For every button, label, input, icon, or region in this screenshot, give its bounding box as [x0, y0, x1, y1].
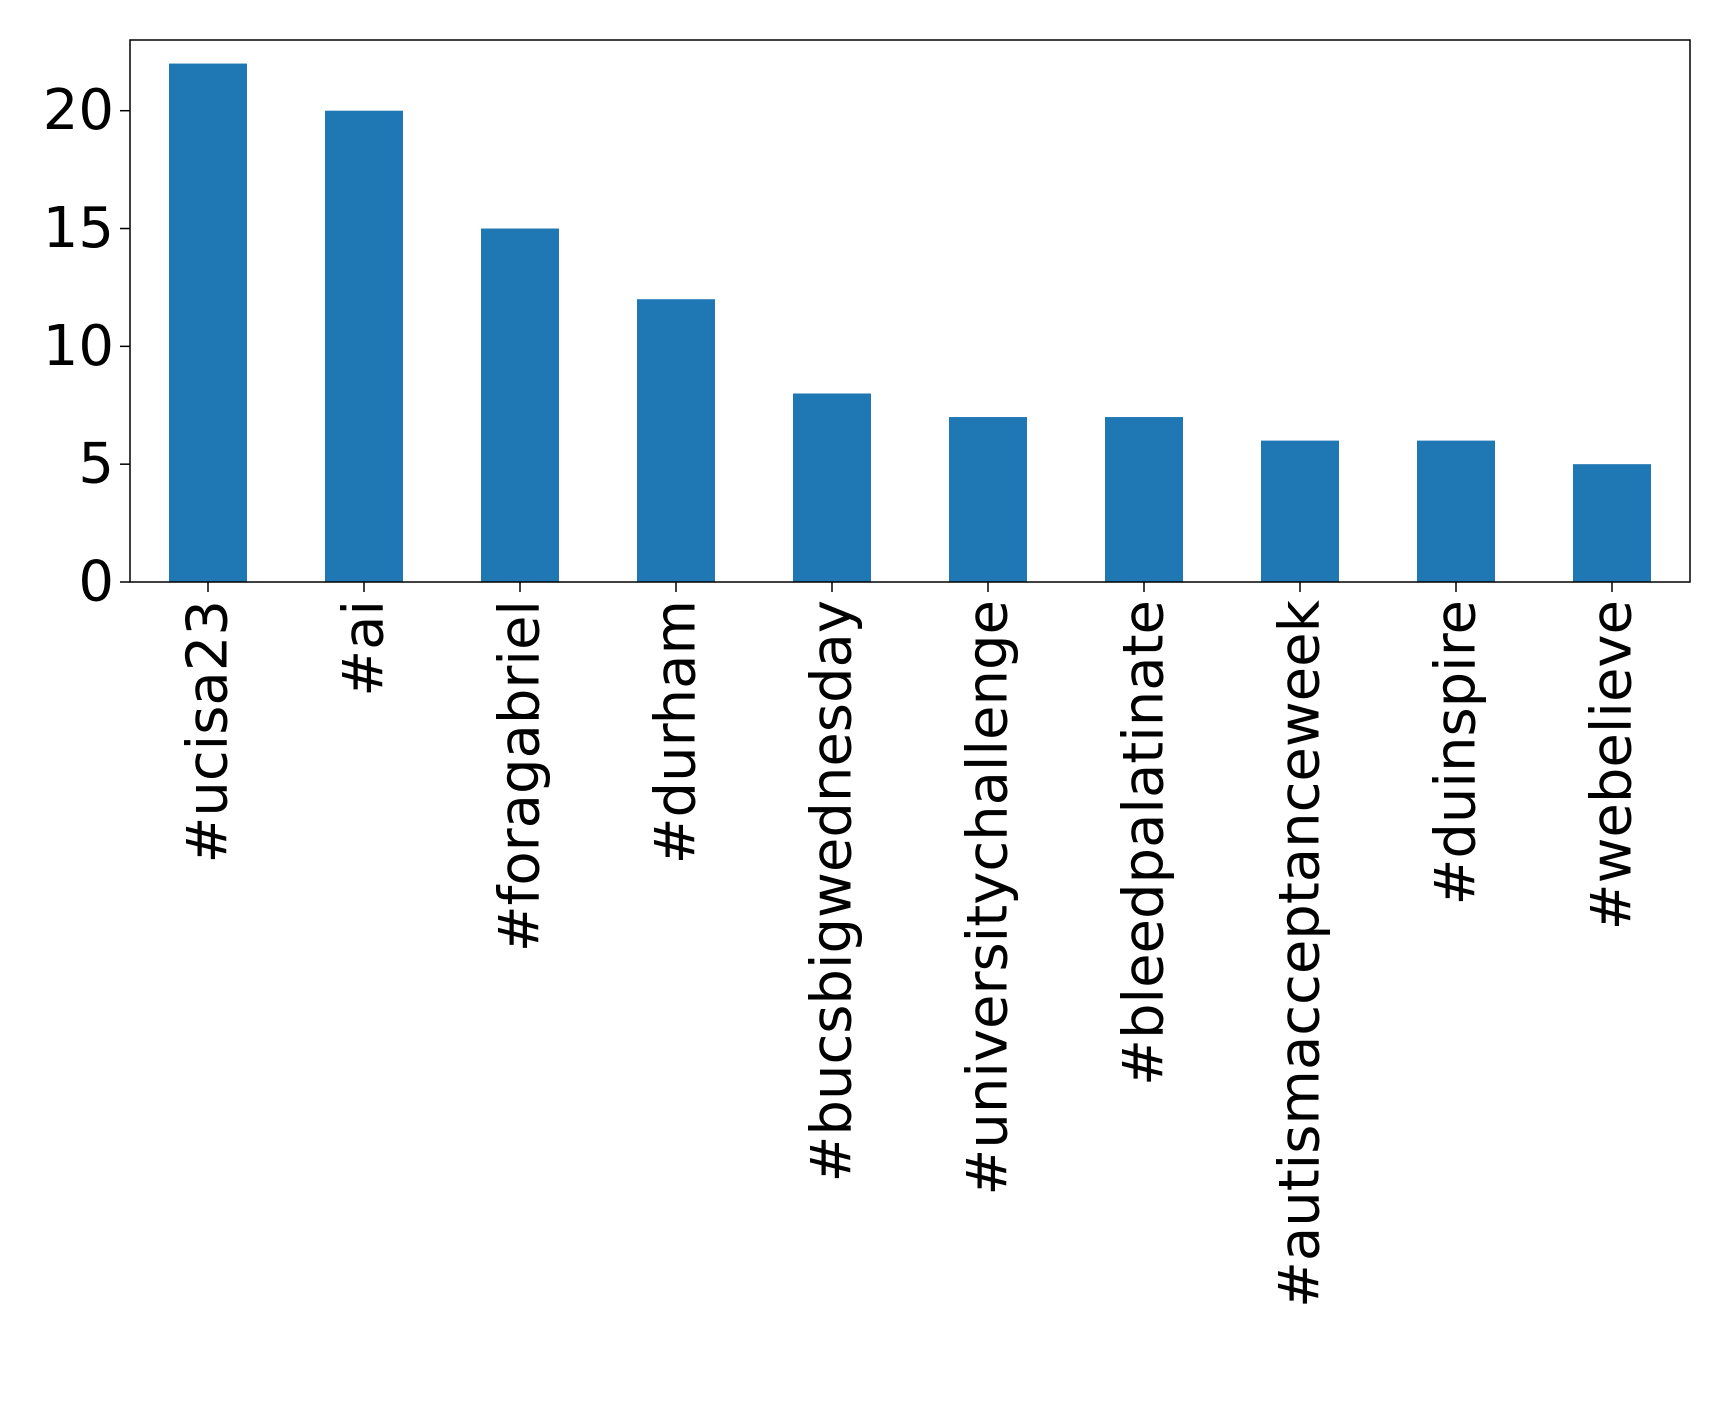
y-tick-label: 5: [78, 432, 114, 497]
y-tick-label: 0: [78, 550, 114, 615]
x-tick-label-durham: #durham: [644, 600, 709, 864]
x-tick-label-webelieve: #webelieve: [1580, 600, 1645, 930]
bar-bleedpalatinate: [1105, 417, 1183, 582]
bar-universitychallenge: [949, 417, 1027, 582]
x-tick-label-bucsbigwednesday: #bucsbigwednesday: [800, 600, 865, 1183]
bar-autismacceptanceweek: [1261, 440, 1339, 582]
x-tick-label-foragabriel: #foragabriel: [488, 600, 553, 952]
bar-bucsbigwednesday: [793, 393, 871, 582]
bar-ai: [325, 110, 403, 583]
bar-foragabriel: [481, 228, 559, 583]
y-tick-label: 10: [43, 314, 114, 379]
bar-ucisa23: [169, 63, 247, 583]
y-axis: 0 5 10 15 20: [43, 78, 130, 615]
axes-frame: [129, 39, 1691, 583]
bar-group: [169, 63, 1651, 583]
x-tick-label-ai: #ai: [332, 600, 397, 697]
x-tick-label-ucisa23: #ucisa23: [176, 600, 241, 864]
y-tick-label: 20: [43, 78, 114, 143]
bar-durham: [637, 299, 715, 582]
x-axis: #ucisa23 #ai #foragabriel #durham #bucsbigwe…: [176, 582, 1645, 1308]
x-tick-label-universitychallenge: #universitychallenge: [956, 600, 1021, 1196]
x-tick-label-autismacceptanceweek: #autismacceptanceweek: [1268, 599, 1333, 1308]
x-tick-label-bleedpalatinate: #bleedpalatinate: [1112, 600, 1177, 1086]
y-tick-label: 15: [43, 196, 114, 261]
bar-duinspire: [1417, 440, 1495, 582]
x-tick-label-duinspire: #duinspire: [1424, 600, 1489, 906]
bar-webelieve: [1573, 464, 1651, 582]
